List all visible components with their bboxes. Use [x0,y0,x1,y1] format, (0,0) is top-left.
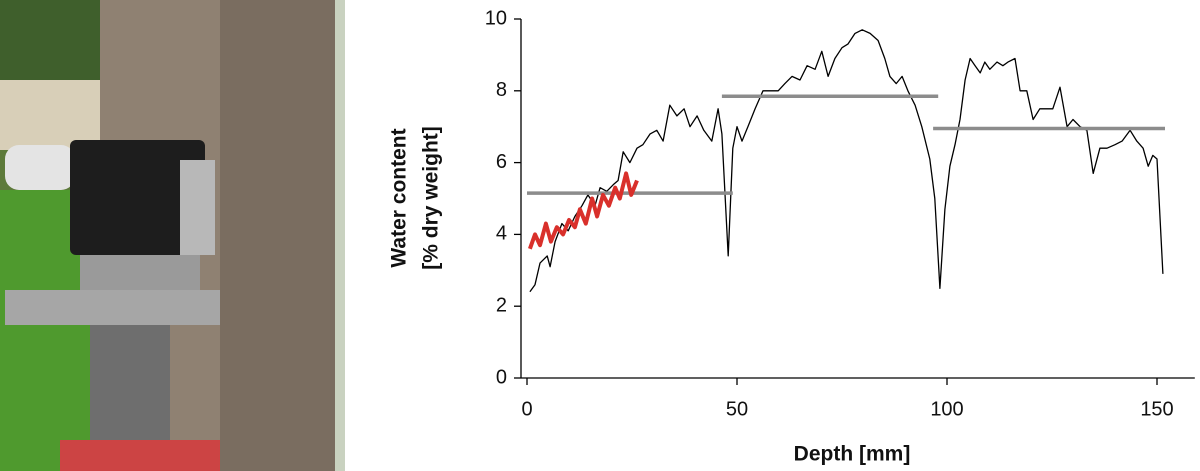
y-tick-label: 0 [496,366,507,388]
data-line [528,171,639,250]
device-bracket [180,160,215,255]
chart: Depth [mm] Water content [% dry weight] [388,126,911,465]
y-tick-label: 10 [485,7,507,29]
device [70,140,205,255]
pillar-shade [220,0,335,471]
y-tick-label: 2 [496,294,507,316]
x-tick-label: 100 [930,398,963,420]
photo [0,0,345,471]
x-tick-label: 0 [521,398,532,420]
data-line [529,29,1164,293]
rail [5,290,220,325]
x-tick-label: 150 [1140,398,1173,420]
x-axis-label: Depth [mm] [794,443,911,466]
y-tick-label: 6 [496,151,507,173]
y-tick-label: 8 [496,79,507,101]
base [60,440,220,471]
y-axis-label: Water content [388,128,411,267]
y-tick-label: 4 [496,223,507,245]
building [0,80,110,150]
x-tick-label: 50 [726,398,748,420]
car [5,145,75,190]
scissor-lift [90,325,170,450]
y-axis-label: [% dry weight] [420,126,443,270]
